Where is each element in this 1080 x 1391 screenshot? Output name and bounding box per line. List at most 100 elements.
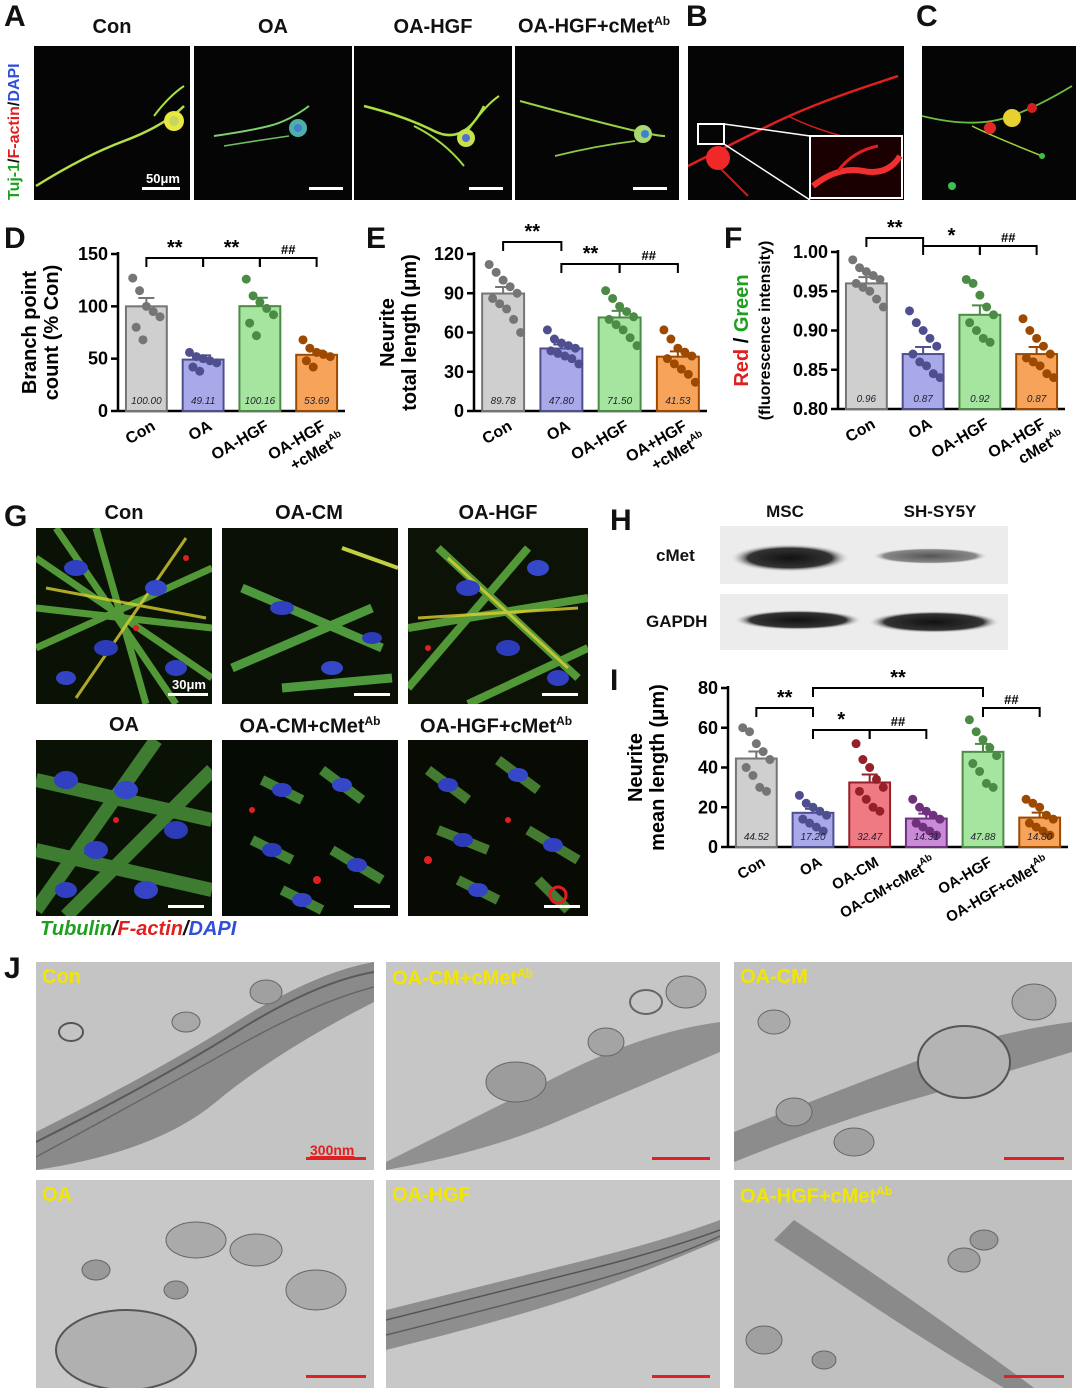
y-tick-label: 1.00 (793, 242, 828, 262)
y-axis-label: Neurite (625, 733, 647, 802)
panel-a-title-con: Con (92, 16, 132, 38)
data-label: 0.96 (857, 394, 877, 405)
data-point (801, 798, 811, 808)
significance-bracket (145, 257, 205, 267)
data-point (1028, 357, 1038, 367)
data-point (615, 301, 625, 311)
data-label: 0.92 (970, 394, 990, 405)
data-point (141, 301, 151, 311)
bar (597, 316, 642, 412)
scale-bar (652, 1157, 710, 1160)
side-label-sep: / (6, 158, 23, 163)
micrograph-a-oa-hgf (354, 46, 512, 200)
scale-bar (354, 693, 390, 696)
panel-letter-c: C (916, 0, 938, 33)
data-point (932, 341, 942, 351)
y-tick-label: 0.90 (793, 321, 828, 341)
data-point (918, 822, 928, 832)
y-axis-label: count (% Con) (41, 265, 63, 401)
data-point (560, 351, 570, 361)
scale-bar (1004, 1375, 1064, 1378)
data-point (570, 343, 580, 353)
micrograph-g-oa-hgf-cmet (408, 740, 588, 916)
chart-d: 0 50 100 150 100.00 Con 49.11 OA 100.16 OA-HGF 53.… (0, 220, 360, 490)
data-point (794, 790, 804, 800)
panel-a-side-label: Tuj-1/F-actin/DAPI (6, 63, 24, 200)
significance-label: ** (777, 687, 793, 709)
scale-bar (309, 187, 343, 190)
data-point (978, 333, 988, 343)
side-label-red: F-actin (6, 106, 23, 159)
data-point (861, 794, 871, 804)
panel-letter-j: J (4, 952, 21, 985)
data-point (988, 310, 998, 320)
data-label: 49.11 (191, 396, 215, 407)
data-point (985, 743, 995, 753)
scale-bar (542, 693, 578, 696)
scale-bar (652, 1375, 710, 1378)
micrograph-g-oa-cm (222, 528, 398, 704)
em-image-con: Con 300nm (36, 962, 374, 1170)
x-tick-label: OA-HGF+cMetAb (265, 413, 347, 482)
em-image-oa-cm-cmet: OA-CM+cMetAb (386, 962, 720, 1170)
panel-a-title-oa-hgf: OA-HGF (393, 16, 473, 38)
panel-a-title-oa: OA (258, 16, 288, 38)
legend-blue: DAPI (188, 918, 237, 940)
data-point (822, 810, 832, 820)
data-point (1024, 818, 1034, 828)
scale-bar (142, 187, 180, 190)
micrograph-a-oa-hgf-cmet (515, 46, 679, 200)
micrograph-g-oa-cm-cmet (222, 740, 398, 916)
data-point (992, 751, 1002, 761)
data-point (935, 814, 945, 824)
x-tick-label: OA+HGF+cMetAb (623, 413, 708, 484)
significance-bracket (502, 241, 563, 251)
significance-label: ## (891, 714, 906, 729)
chart-i: 0 20 40 60 80 44.52 Con 17.20 OA 32.47 OA-CM 14.31 O… (620, 660, 1080, 950)
data-point (622, 307, 632, 317)
data-label: 71.50 (607, 396, 632, 407)
legend-sep: / (111, 918, 118, 940)
significance-bracket (618, 263, 679, 273)
data-point (861, 267, 871, 277)
data-point (516, 328, 526, 337)
data-point (1031, 822, 1041, 832)
data-point (212, 358, 222, 368)
x-tick-label: OA-HGF (929, 416, 992, 462)
panel-g-title-oa-cm: OA-CM (275, 502, 343, 524)
data-point (553, 348, 563, 358)
data-point (741, 763, 751, 772)
significance-bracket (202, 257, 261, 267)
data-point (512, 288, 522, 298)
em-label-oa-cm: OA-CM (740, 966, 808, 988)
data-point (878, 302, 888, 312)
data-point (248, 291, 258, 301)
data-point (128, 273, 138, 283)
data-point (915, 357, 925, 367)
data-point (961, 274, 971, 284)
data-point (155, 312, 165, 322)
data-point (988, 782, 998, 792)
data-point (195, 366, 205, 376)
data-point (308, 362, 318, 372)
scale-bar (354, 905, 390, 908)
data-point (318, 349, 328, 359)
data-point (1042, 369, 1052, 379)
panel-letter-d: D (4, 222, 26, 255)
western-lane-shsy5y: SH-SY5Y (903, 502, 977, 521)
scale-bar (633, 187, 667, 190)
significance-bracket (978, 245, 1038, 255)
data-point (985, 337, 995, 347)
data-point (542, 325, 552, 335)
scale-bar (306, 1157, 366, 1160)
y-axis-label: Red / Green (731, 274, 753, 386)
data-label: 41.53 (665, 396, 690, 407)
data-point (745, 727, 755, 737)
x-tick-label: OA (797, 854, 825, 880)
data-point (971, 326, 981, 335)
x-tick-label: Con (123, 418, 158, 448)
em-image-oa-hgf: OA-HGF (386, 1180, 720, 1388)
data-point (925, 826, 935, 836)
data-point (255, 297, 265, 307)
data-point (1018, 314, 1028, 324)
